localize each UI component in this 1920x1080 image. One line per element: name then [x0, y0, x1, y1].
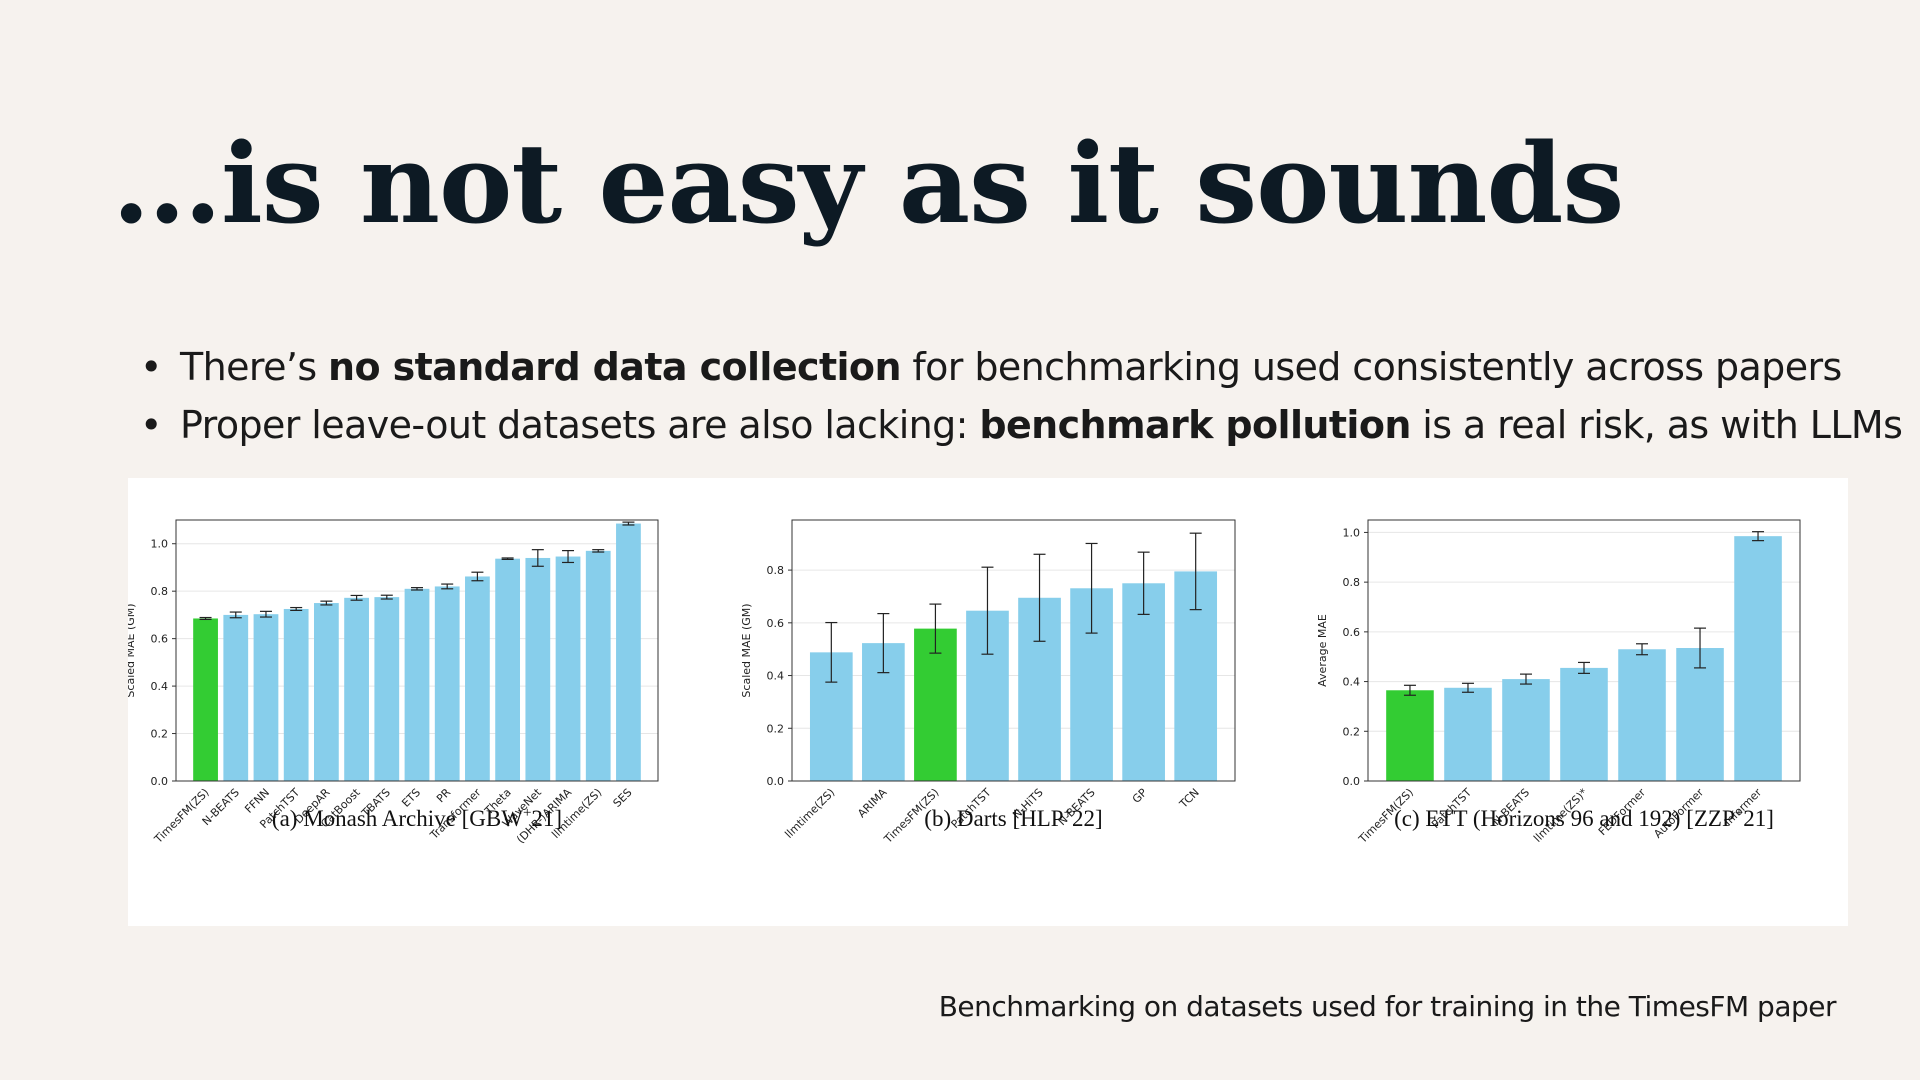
bullet-bold-text: benchmark pollution: [979, 403, 1411, 447]
y-tick-label: 0.0: [1343, 775, 1361, 788]
bar-fedformer: [1618, 649, 1666, 781]
y-tick-label: 0.8: [767, 564, 785, 577]
y-tick-label: 0.6: [151, 633, 169, 646]
y-tick-label: 0.4: [151, 680, 169, 693]
plot-frame: [175, 519, 659, 782]
bar--dhr-arima: [555, 556, 581, 781]
plot-frame: [1367, 519, 1801, 782]
y-tick-label: 0.2: [767, 722, 785, 735]
benchmark-figure: 0.0 0.2 0.4 0.6 0.8 1.0 Scaled MAE (GM) TimesFM…: [128, 478, 1848, 926]
chart-caption-prefix: (b): [924, 806, 957, 831]
bar-gp: [1122, 583, 1165, 781]
y-tick-label: 0.6: [767, 617, 785, 630]
y-tick-label: 0.4: [1343, 676, 1361, 689]
chart-caption-suffix: 22]: [1072, 806, 1103, 831]
bar-ses: [616, 523, 641, 781]
x-tick-label: PR: [434, 786, 454, 806]
y-tick-label: 0.8: [1343, 576, 1361, 589]
bar-transformer: [465, 576, 490, 781]
bar-patchtst: [1444, 687, 1492, 781]
chart-caption-sup: +: [1064, 805, 1072, 821]
bar-timesfm-zs-: [193, 618, 218, 781]
chart-caption-sup: +: [1735, 805, 1743, 821]
bar-n-beats: [223, 614, 249, 781]
bullet-text: is a real risk, as with LLMs: [1410, 403, 1903, 447]
bar-n-beats: [1502, 679, 1550, 781]
bar-wavenet: [525, 557, 551, 781]
bullet-text: for benchmarking used consistently acros…: [900, 345, 1842, 389]
bar-timesfm-zs-: [914, 628, 957, 781]
bar-patchtst: [283, 608, 309, 781]
x-tick-label: llmtime(ZS): [782, 786, 837, 841]
chart-caption-sup: +: [523, 805, 531, 821]
y-tick-label: 0.8: [151, 585, 169, 598]
bullet-list: There’s no standard data collection for …: [140, 338, 1903, 454]
bullet-bold-text: no standard data collection: [328, 345, 902, 389]
y-tick-label: 1.0: [1343, 526, 1361, 539]
figure-caption: Benchmarking on datasets used for traini…: [938, 990, 1837, 1023]
bar-llmtime-zs-: [1560, 667, 1608, 781]
chart-caption: (c) ETT (Horizons 96 and 192) [ZZP+21]: [1394, 805, 1774, 831]
bar-pr: [434, 586, 460, 781]
chart-caption-prefix: (c): [1394, 806, 1425, 831]
bar-deepar: [313, 603, 339, 781]
x-tick-label: TCN: [1176, 786, 1201, 811]
y-tick-label: 0.2: [151, 728, 169, 741]
bar-tbats: [374, 597, 400, 781]
chart-caption-suffix: 21]: [531, 806, 562, 831]
y-axis-label: Scaled MAE (GM): [128, 603, 137, 697]
bar-informer: [1734, 536, 1782, 781]
bar-theta: [495, 558, 521, 781]
bullet-text: There’s: [180, 345, 328, 389]
y-tick-label: 0.6: [1343, 626, 1361, 639]
y-tick-label: 0.4: [767, 670, 785, 683]
x-tick-label: ARIMA: [855, 786, 890, 821]
chart-caption-text: Monash Archive [GBW: [303, 806, 523, 831]
chart-caption-suffix: 21]: [1743, 806, 1774, 831]
y-axis-label: Scaled MAE (GM): [740, 603, 753, 697]
plot-frame: [791, 519, 1236, 782]
x-tick-label: SES: [611, 786, 635, 810]
chart-caption: (b) Darts [HLP+22]: [924, 805, 1102, 831]
y-tick-label: 0.2: [1343, 725, 1361, 738]
bullet-item: Proper leave-out datasets are also lacki…: [140, 396, 1903, 454]
y-axis-label: Average MAE: [1316, 614, 1329, 687]
bar-ffnn: [253, 614, 279, 781]
slide-title: …is not easy as it sounds: [112, 119, 1624, 248]
chart-caption-text: ETT (Horizons 96 and 192) [ZZP: [1425, 806, 1734, 831]
chart-caption-prefix: (a): [272, 806, 303, 831]
y-tick-label: 0.0: [767, 775, 785, 788]
bar-timesfm-zs-: [1386, 690, 1434, 781]
chart-panel-2: 0.0 0.2 0.4 0.6 0.8 Scaled MAE (GM) llmtime(ZS…: [740, 519, 1236, 846]
bar-autoformer: [1676, 648, 1724, 781]
bar-ets: [404, 588, 430, 781]
bullet-text: Proper leave-out datasets are also lacki…: [180, 403, 980, 447]
y-tick-label: 1.0: [151, 538, 169, 551]
bar-catboost: [344, 597, 369, 781]
chart-caption-text: Darts [HLP: [957, 806, 1064, 831]
x-tick-label: GP: [1130, 786, 1150, 806]
chart-caption: (a) Monash Archive [GBW+21]: [272, 805, 562, 831]
bar-llmtime-zs-: [585, 550, 611, 781]
y-tick-label: 0.0: [151, 775, 169, 788]
bullet-item: There’s no standard data collection for …: [140, 338, 1902, 396]
